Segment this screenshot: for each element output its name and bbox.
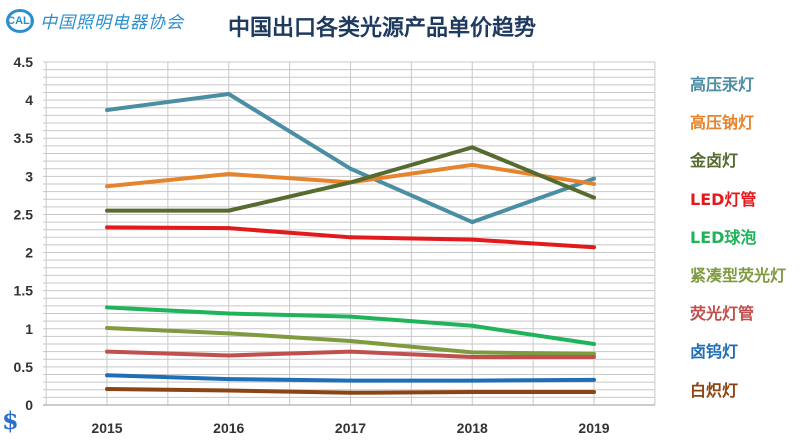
x-tick-label: 2018 bbox=[457, 420, 488, 436]
logo: CALI 中国照明电器协会 bbox=[6, 8, 184, 33]
legend-label: 金卤灯 bbox=[690, 151, 739, 171]
data-point bbox=[105, 373, 109, 378]
legend-label: 高压钠灯 bbox=[690, 113, 755, 133]
data-point bbox=[592, 176, 596, 181]
legend-label: 高压汞灯 bbox=[690, 75, 755, 95]
data-point bbox=[592, 377, 596, 382]
data-point bbox=[105, 349, 109, 354]
legend-item: 高压钠灯 bbox=[690, 102, 786, 140]
data-point bbox=[348, 166, 353, 171]
legend-item: 卤钨灯 bbox=[690, 331, 786, 369]
logo-mark: CALI bbox=[6, 8, 34, 33]
data-point bbox=[105, 184, 109, 189]
dollar-icon: $ bbox=[2, 406, 19, 435]
legend-item: LED球泡 bbox=[690, 217, 786, 255]
data-point bbox=[348, 338, 353, 343]
data-point bbox=[105, 326, 109, 331]
data-point bbox=[226, 311, 231, 316]
data-point bbox=[226, 92, 231, 97]
data-point bbox=[105, 305, 109, 310]
y-tick-label: 2.5 bbox=[14, 206, 34, 222]
chart-title: 中国出口各类光源产品单价趋势 bbox=[228, 16, 537, 41]
y-tick-label: 3.5 bbox=[14, 130, 34, 146]
y-tick-label: 0.5 bbox=[14, 359, 34, 375]
data-point bbox=[348, 180, 353, 185]
legend-item: 白炽灯 bbox=[690, 370, 786, 408]
x-tick-label: 2016 bbox=[213, 420, 244, 436]
data-point bbox=[226, 331, 231, 336]
legend-label: 白炽灯 bbox=[690, 380, 739, 400]
data-point bbox=[470, 378, 475, 383]
logo-text: 中国照明电器协会 bbox=[40, 13, 184, 33]
data-point bbox=[592, 181, 596, 186]
data-point bbox=[470, 162, 475, 167]
data-point bbox=[226, 377, 231, 382]
data-point bbox=[105, 208, 109, 213]
data-point bbox=[226, 226, 231, 231]
data-point bbox=[470, 220, 475, 225]
legend-item: 紧凑型荧光灯 bbox=[690, 255, 786, 293]
x-tick-label: 2015 bbox=[91, 420, 122, 436]
data-point bbox=[348, 349, 353, 354]
data-point bbox=[592, 351, 596, 356]
y-tick-label: 2 bbox=[25, 245, 33, 261]
data-point bbox=[470, 350, 475, 355]
y-tick-label: 1 bbox=[25, 321, 33, 337]
legend-label: LED灯管 bbox=[690, 189, 757, 209]
data-point bbox=[470, 237, 475, 242]
legend-item: LED灯管 bbox=[690, 179, 786, 217]
legend-label: 卤钨灯 bbox=[690, 342, 739, 362]
legend-label: LED球泡 bbox=[690, 227, 757, 247]
y-tick-label: 4.5 bbox=[14, 54, 34, 70]
data-point bbox=[105, 225, 109, 230]
data-point bbox=[470, 354, 475, 359]
y-tick-label: 0 bbox=[25, 397, 33, 413]
data-point bbox=[226, 353, 231, 358]
data-point bbox=[226, 172, 231, 177]
legend-label: 荧光灯管 bbox=[690, 304, 755, 324]
data-point bbox=[105, 386, 109, 391]
y-tick-label: 3 bbox=[25, 168, 33, 184]
data-point bbox=[470, 390, 475, 395]
data-point bbox=[592, 390, 596, 395]
data-point bbox=[226, 388, 231, 393]
data-point bbox=[105, 108, 109, 113]
data-point bbox=[470, 323, 475, 328]
data-point bbox=[348, 390, 353, 395]
x-tick-label: 2019 bbox=[578, 420, 609, 436]
data-point bbox=[592, 354, 596, 359]
legend-label: 紧凑型荧光灯 bbox=[690, 266, 787, 286]
legend-item: 荧光灯管 bbox=[690, 293, 786, 331]
data-point bbox=[348, 378, 353, 383]
x-tick-label: 2017 bbox=[335, 420, 366, 436]
legend: 高压汞灯高压钠灯金卤灯 LED灯管 LED球泡紧凑型荧光灯 荧光灯管卤钨灯白炽灯 bbox=[690, 64, 786, 408]
y-tick-label: 4 bbox=[25, 92, 33, 108]
data-point bbox=[592, 342, 596, 347]
data-point bbox=[592, 195, 596, 200]
data-point bbox=[592, 245, 596, 250]
legend-item: 金卤灯 bbox=[690, 140, 786, 178]
data-point bbox=[348, 235, 353, 240]
legend-item: 高压汞灯 bbox=[690, 64, 786, 102]
data-point bbox=[470, 145, 475, 150]
y-tick-label: 1.5 bbox=[14, 283, 34, 299]
data-point bbox=[226, 208, 231, 213]
data-point bbox=[348, 314, 353, 319]
